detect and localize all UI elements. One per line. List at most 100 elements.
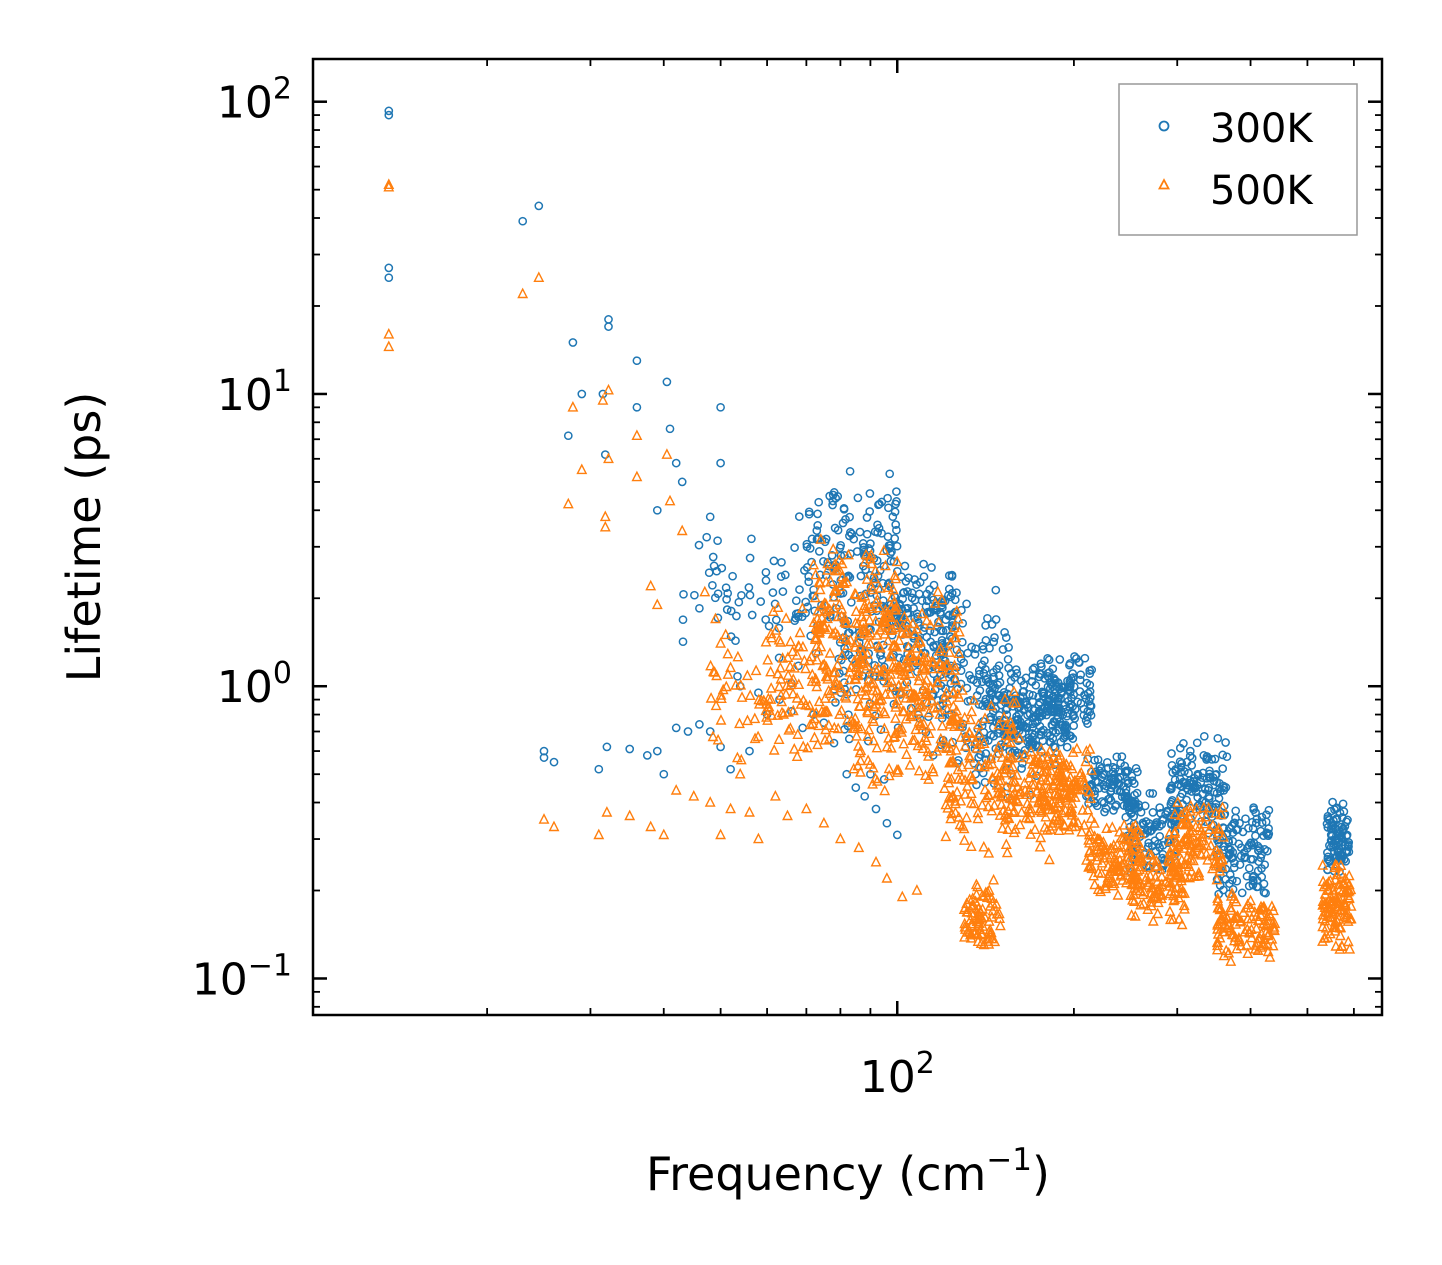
point-500K <box>1132 824 1144 836</box>
point-300K <box>1237 888 1247 898</box>
point-500K <box>836 649 848 660</box>
point-500K <box>1196 824 1208 836</box>
point-300K <box>1199 731 1209 741</box>
point-300K <box>1187 761 1197 770</box>
point-500K <box>917 654 929 665</box>
point-500K <box>1036 751 1048 762</box>
point-500K <box>973 726 985 738</box>
point-300K <box>1065 731 1074 740</box>
point-500K <box>1218 949 1230 961</box>
point-500K <box>1216 854 1228 865</box>
point-300K <box>665 424 675 434</box>
point-500K <box>1131 833 1143 845</box>
point-500K <box>907 617 919 629</box>
point-500K <box>1121 833 1133 845</box>
point-500K <box>822 557 834 569</box>
point-500K <box>954 818 966 830</box>
point-500K <box>782 651 794 662</box>
point-500K <box>940 658 952 670</box>
point-300K <box>1218 764 1228 773</box>
point-500K <box>1345 900 1357 911</box>
point-500K <box>876 693 888 704</box>
point-300K <box>1043 653 1052 663</box>
point-300K <box>726 632 736 641</box>
point-500K <box>984 900 996 911</box>
point-500K <box>1045 764 1057 776</box>
point-300K <box>1011 665 1021 674</box>
point-500K <box>773 633 785 645</box>
point-500K <box>753 693 765 705</box>
point-300K <box>1089 797 1099 806</box>
point-500K <box>1006 792 1017 804</box>
point-500K <box>1058 771 1070 782</box>
point-500K <box>1176 882 1187 893</box>
point-300K <box>956 654 966 664</box>
point-500K <box>710 612 721 624</box>
point-300K <box>694 540 704 550</box>
point-500K <box>870 564 881 576</box>
point-500K <box>996 798 1007 809</box>
point-300K <box>659 769 669 779</box>
point-500K <box>860 689 872 700</box>
point-500K <box>1007 760 1019 772</box>
point-500K <box>1008 685 1020 696</box>
point-500K <box>1006 776 1018 787</box>
point-300K <box>938 626 948 636</box>
point-300K <box>967 642 976 652</box>
point-300K <box>1244 863 1254 873</box>
plot-frame <box>311 57 1384 1017</box>
point-500K <box>870 698 882 709</box>
point-500K <box>1176 918 1188 930</box>
point-500K <box>1025 745 1037 757</box>
point-300K <box>885 543 895 553</box>
point-500K <box>804 699 816 711</box>
point-500K <box>870 614 882 626</box>
point-500K <box>1035 742 1047 754</box>
point-500K <box>1169 827 1181 838</box>
point-300K <box>1020 745 1030 755</box>
point-500K <box>1143 861 1155 873</box>
point-500K <box>800 662 811 674</box>
point-300K <box>678 637 688 647</box>
point-500K <box>1215 902 1227 914</box>
point-300K <box>1207 755 1217 764</box>
point-500K <box>988 873 1000 885</box>
point-500K <box>950 743 962 755</box>
point-500K <box>782 706 794 717</box>
point-500K <box>967 772 979 784</box>
point-300K <box>679 589 688 599</box>
point-500K <box>982 886 994 897</box>
point-500K <box>843 548 854 560</box>
point-300K <box>981 749 991 758</box>
point-300K <box>1338 824 1348 834</box>
point-500K <box>1172 796 1184 807</box>
point-500K <box>979 783 991 795</box>
point-500K <box>889 569 901 581</box>
point-500K <box>844 665 856 677</box>
point-500K <box>851 729 863 741</box>
point-500K <box>1214 864 1226 876</box>
point-300K <box>1148 789 1158 798</box>
point-500K <box>953 719 965 731</box>
point-500K <box>852 668 864 680</box>
point-500K <box>624 809 636 821</box>
point-500K <box>715 637 727 648</box>
point-300K <box>632 402 642 412</box>
point-300K <box>794 661 803 671</box>
point-500K <box>961 780 973 791</box>
point-500K <box>1039 786 1051 798</box>
point-300K <box>1062 742 1072 752</box>
point-500K <box>947 712 959 723</box>
point-300K <box>919 559 928 569</box>
point-500K <box>871 741 883 753</box>
point-300K <box>1043 707 1053 716</box>
point-300K <box>1185 746 1195 756</box>
point-500K <box>964 893 976 905</box>
point-500K <box>963 749 975 761</box>
point-300K <box>1246 838 1255 848</box>
point-500K <box>871 665 882 676</box>
point-500K <box>923 689 935 701</box>
point-300K <box>712 566 722 576</box>
point-300K <box>722 595 731 604</box>
point-300K <box>1221 864 1231 874</box>
